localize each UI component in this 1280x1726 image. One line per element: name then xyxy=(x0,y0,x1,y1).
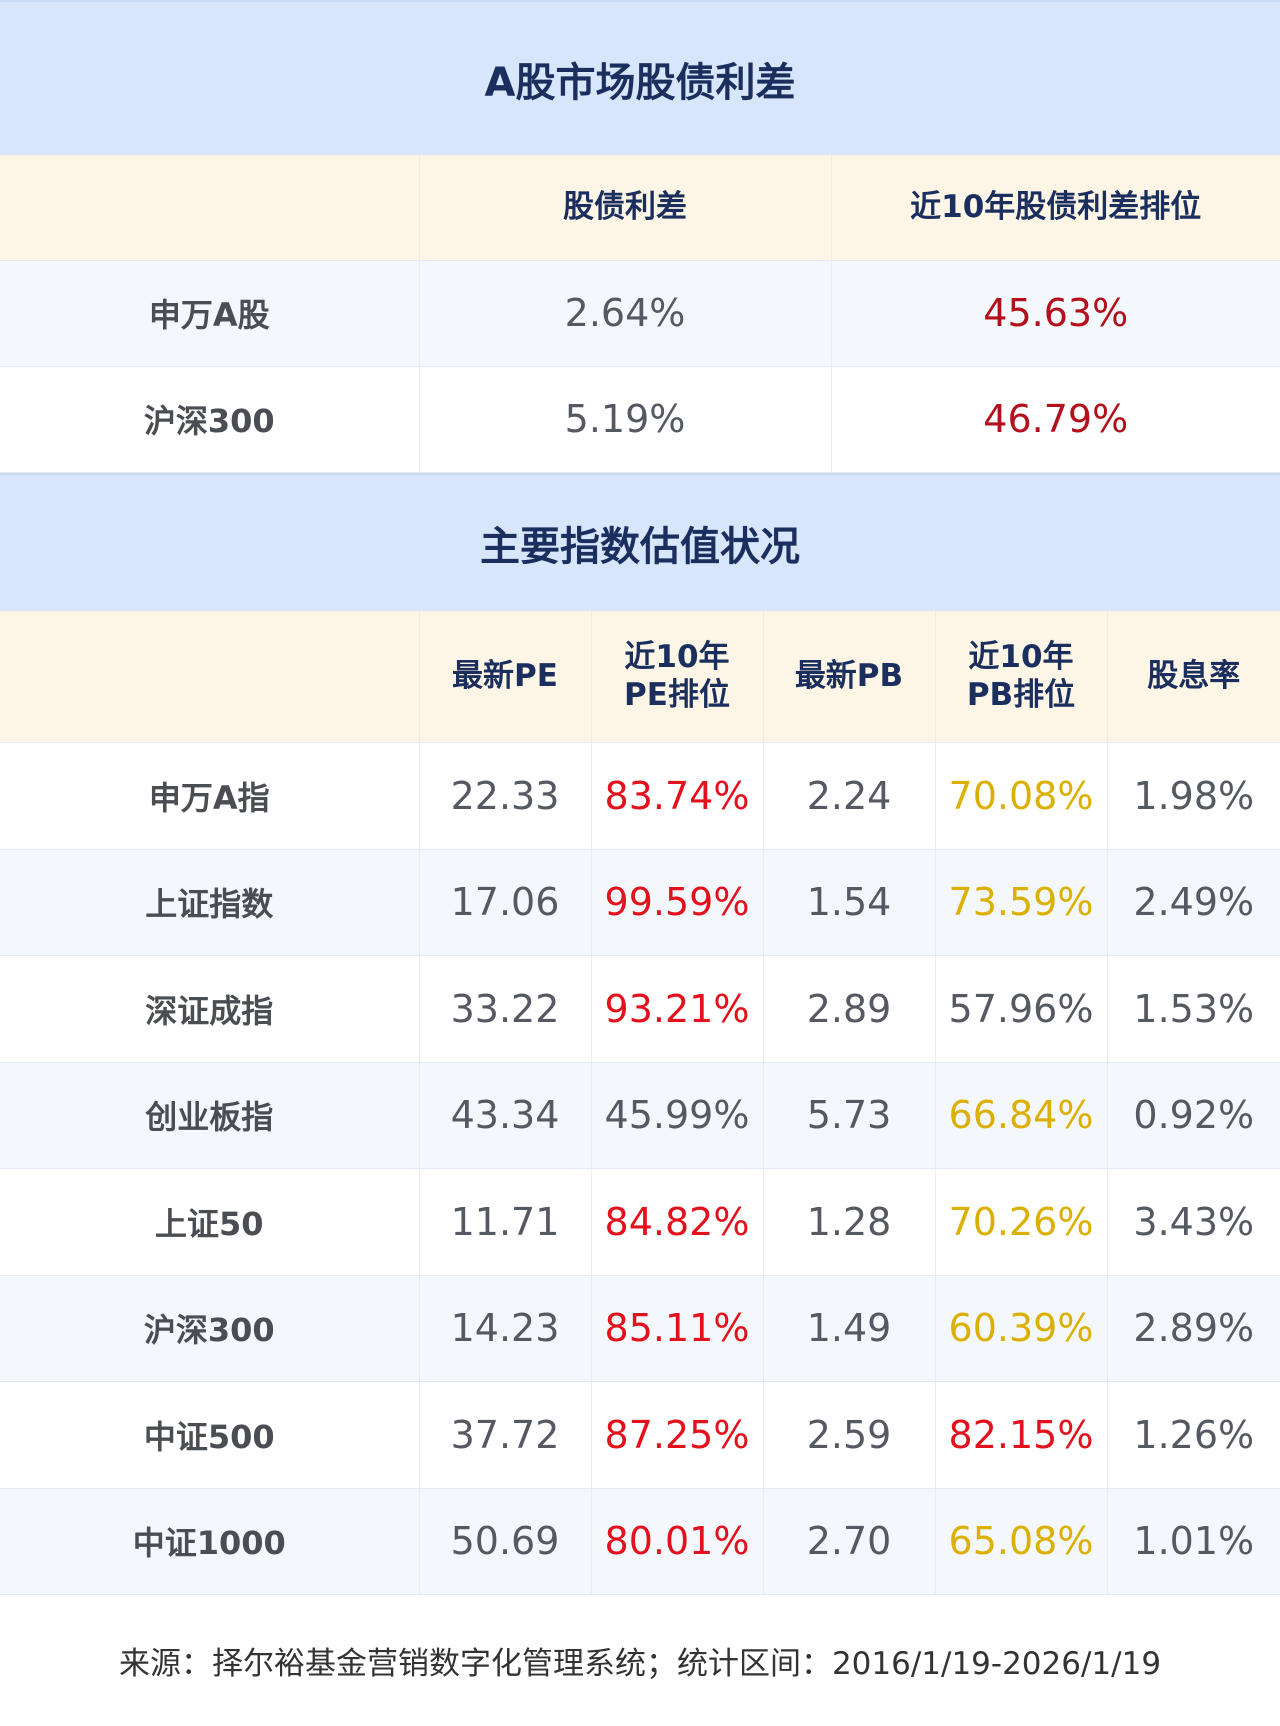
pe-value: 17.06 xyxy=(419,849,592,956)
table-row: 上证50 11.71 84.82% 1.28 70.26% 3.43% xyxy=(0,1168,1280,1276)
pb-rank: 70.26% xyxy=(935,1168,1108,1276)
column-header xyxy=(0,610,420,743)
pb-value: 2.89 xyxy=(763,955,936,1063)
column-header: 最新PB xyxy=(763,610,936,743)
pe-value: 43.34 xyxy=(419,1062,592,1169)
spread-value: 2.64% xyxy=(419,260,832,367)
pe-rank: 85.11% xyxy=(591,1275,764,1382)
pe-value: 14.23 xyxy=(419,1275,592,1382)
dividend-yield: 2.89% xyxy=(1107,1275,1280,1382)
index-name: 申万A指 xyxy=(0,742,420,850)
column-header: 近10年股债利差排位 xyxy=(831,155,1280,261)
pb-value: 1.49 xyxy=(763,1275,936,1382)
dividend-yield: 1.01% xyxy=(1107,1488,1280,1595)
pb-value: 1.28 xyxy=(763,1168,936,1276)
pe-value: 37.72 xyxy=(419,1381,592,1489)
section2-title: 主要指数估值状况 xyxy=(0,472,1280,611)
index-name: 中证500 xyxy=(0,1381,420,1489)
table-row: 沪深300 5.19% 46.79% xyxy=(0,366,1280,473)
spread-rank: 46.79% xyxy=(831,366,1280,473)
table-row: 中证500 37.72 87.25% 2.59 82.15% 1.26% xyxy=(0,1381,1280,1489)
pe-value: 22.33 xyxy=(419,742,592,850)
table-row: 申万A股 2.64% 45.63% xyxy=(0,260,1280,367)
pb-rank: 73.59% xyxy=(935,849,1108,956)
pb-rank: 60.39% xyxy=(935,1275,1108,1382)
table-row: 上证指数 17.06 99.59% 1.54 73.59% 2.49% xyxy=(0,849,1280,956)
pe-rank: 80.01% xyxy=(591,1488,764,1595)
source-footer: 来源：择尔裕基金营销数字化管理系统；统计区间：2016/1/19-2026/1/… xyxy=(118,1646,1162,1682)
pb-rank: 57.96% xyxy=(935,955,1108,1063)
spread-rank: 45.63% xyxy=(831,260,1280,367)
table-row: 沪深300 14.23 85.11% 1.49 60.39% 2.89% xyxy=(0,1275,1280,1382)
pe-rank: 93.21% xyxy=(591,955,764,1063)
index-name: 上证50 xyxy=(0,1168,420,1276)
pe-rank: 83.74% xyxy=(591,742,764,850)
table-row: 中证1000 50.69 80.01% 2.70 65.08% 1.01% xyxy=(0,1488,1280,1595)
dividend-yield: 1.26% xyxy=(1107,1381,1280,1489)
dividend-yield: 2.49% xyxy=(1107,849,1280,956)
table-row: 深证成指 33.22 93.21% 2.89 57.96% 1.53% xyxy=(0,955,1280,1063)
index-name: 深证成指 xyxy=(0,955,420,1063)
dividend-yield: 0.92% xyxy=(1107,1062,1280,1169)
column-header: 近10年 PE排位 xyxy=(591,610,764,743)
pb-rank: 82.15% xyxy=(935,1381,1108,1489)
column-header: 最新PE xyxy=(419,610,592,743)
pe-rank: 45.99% xyxy=(591,1062,764,1169)
index-name: 上证指数 xyxy=(0,849,420,956)
column-header xyxy=(0,155,420,261)
pb-value: 2.59 xyxy=(763,1381,936,1489)
column-header: 近10年 PB排位 xyxy=(935,610,1108,743)
pe-rank: 99.59% xyxy=(591,849,764,956)
table-row: 创业板指 43.34 45.99% 5.73 66.84% 0.92% xyxy=(0,1062,1280,1169)
pb-value: 1.54 xyxy=(763,849,936,956)
dividend-yield: 1.98% xyxy=(1107,742,1280,850)
pb-rank: 65.08% xyxy=(935,1488,1108,1595)
index-name: 创业板指 xyxy=(0,1062,420,1169)
pb-rank: 70.08% xyxy=(935,742,1108,850)
section1-title: A股市场股债利差 xyxy=(0,0,1280,155)
index-name: 中证1000 xyxy=(0,1488,420,1595)
pb-value: 2.70 xyxy=(763,1488,936,1595)
pb-rank: 66.84% xyxy=(935,1062,1108,1169)
index-name: 沪深300 xyxy=(0,366,420,473)
spread-value: 5.19% xyxy=(419,366,832,473)
pe-value: 50.69 xyxy=(419,1488,592,1595)
dividend-yield: 3.43% xyxy=(1107,1168,1280,1276)
pe-value: 33.22 xyxy=(419,955,592,1063)
equity-bond-spread-table: 股债利差 近10年股债利差排位 申万A股 2.64% 45.63% 沪深300 5.19%… xyxy=(0,155,1280,473)
index-name: 申万A股 xyxy=(0,260,420,367)
index-valuation-table: 最新PE 近10年 PE排位 最新PB 近10年 PB排位 股息率 申万A指 22.33 8… xyxy=(0,610,1280,1596)
pe-value: 11.71 xyxy=(419,1168,592,1276)
index-name: 沪深300 xyxy=(0,1275,420,1382)
table-row: 申万A指 22.33 83.74% 2.24 70.08% 1.98% xyxy=(0,742,1280,850)
pb-value: 2.24 xyxy=(763,742,936,850)
pe-rank: 87.25% xyxy=(591,1381,764,1489)
pe-rank: 84.82% xyxy=(591,1168,764,1276)
column-header: 股息率 xyxy=(1107,610,1280,743)
pb-value: 5.73 xyxy=(763,1062,936,1169)
dividend-yield: 1.53% xyxy=(1107,955,1280,1063)
column-header: 股债利差 xyxy=(419,155,832,261)
